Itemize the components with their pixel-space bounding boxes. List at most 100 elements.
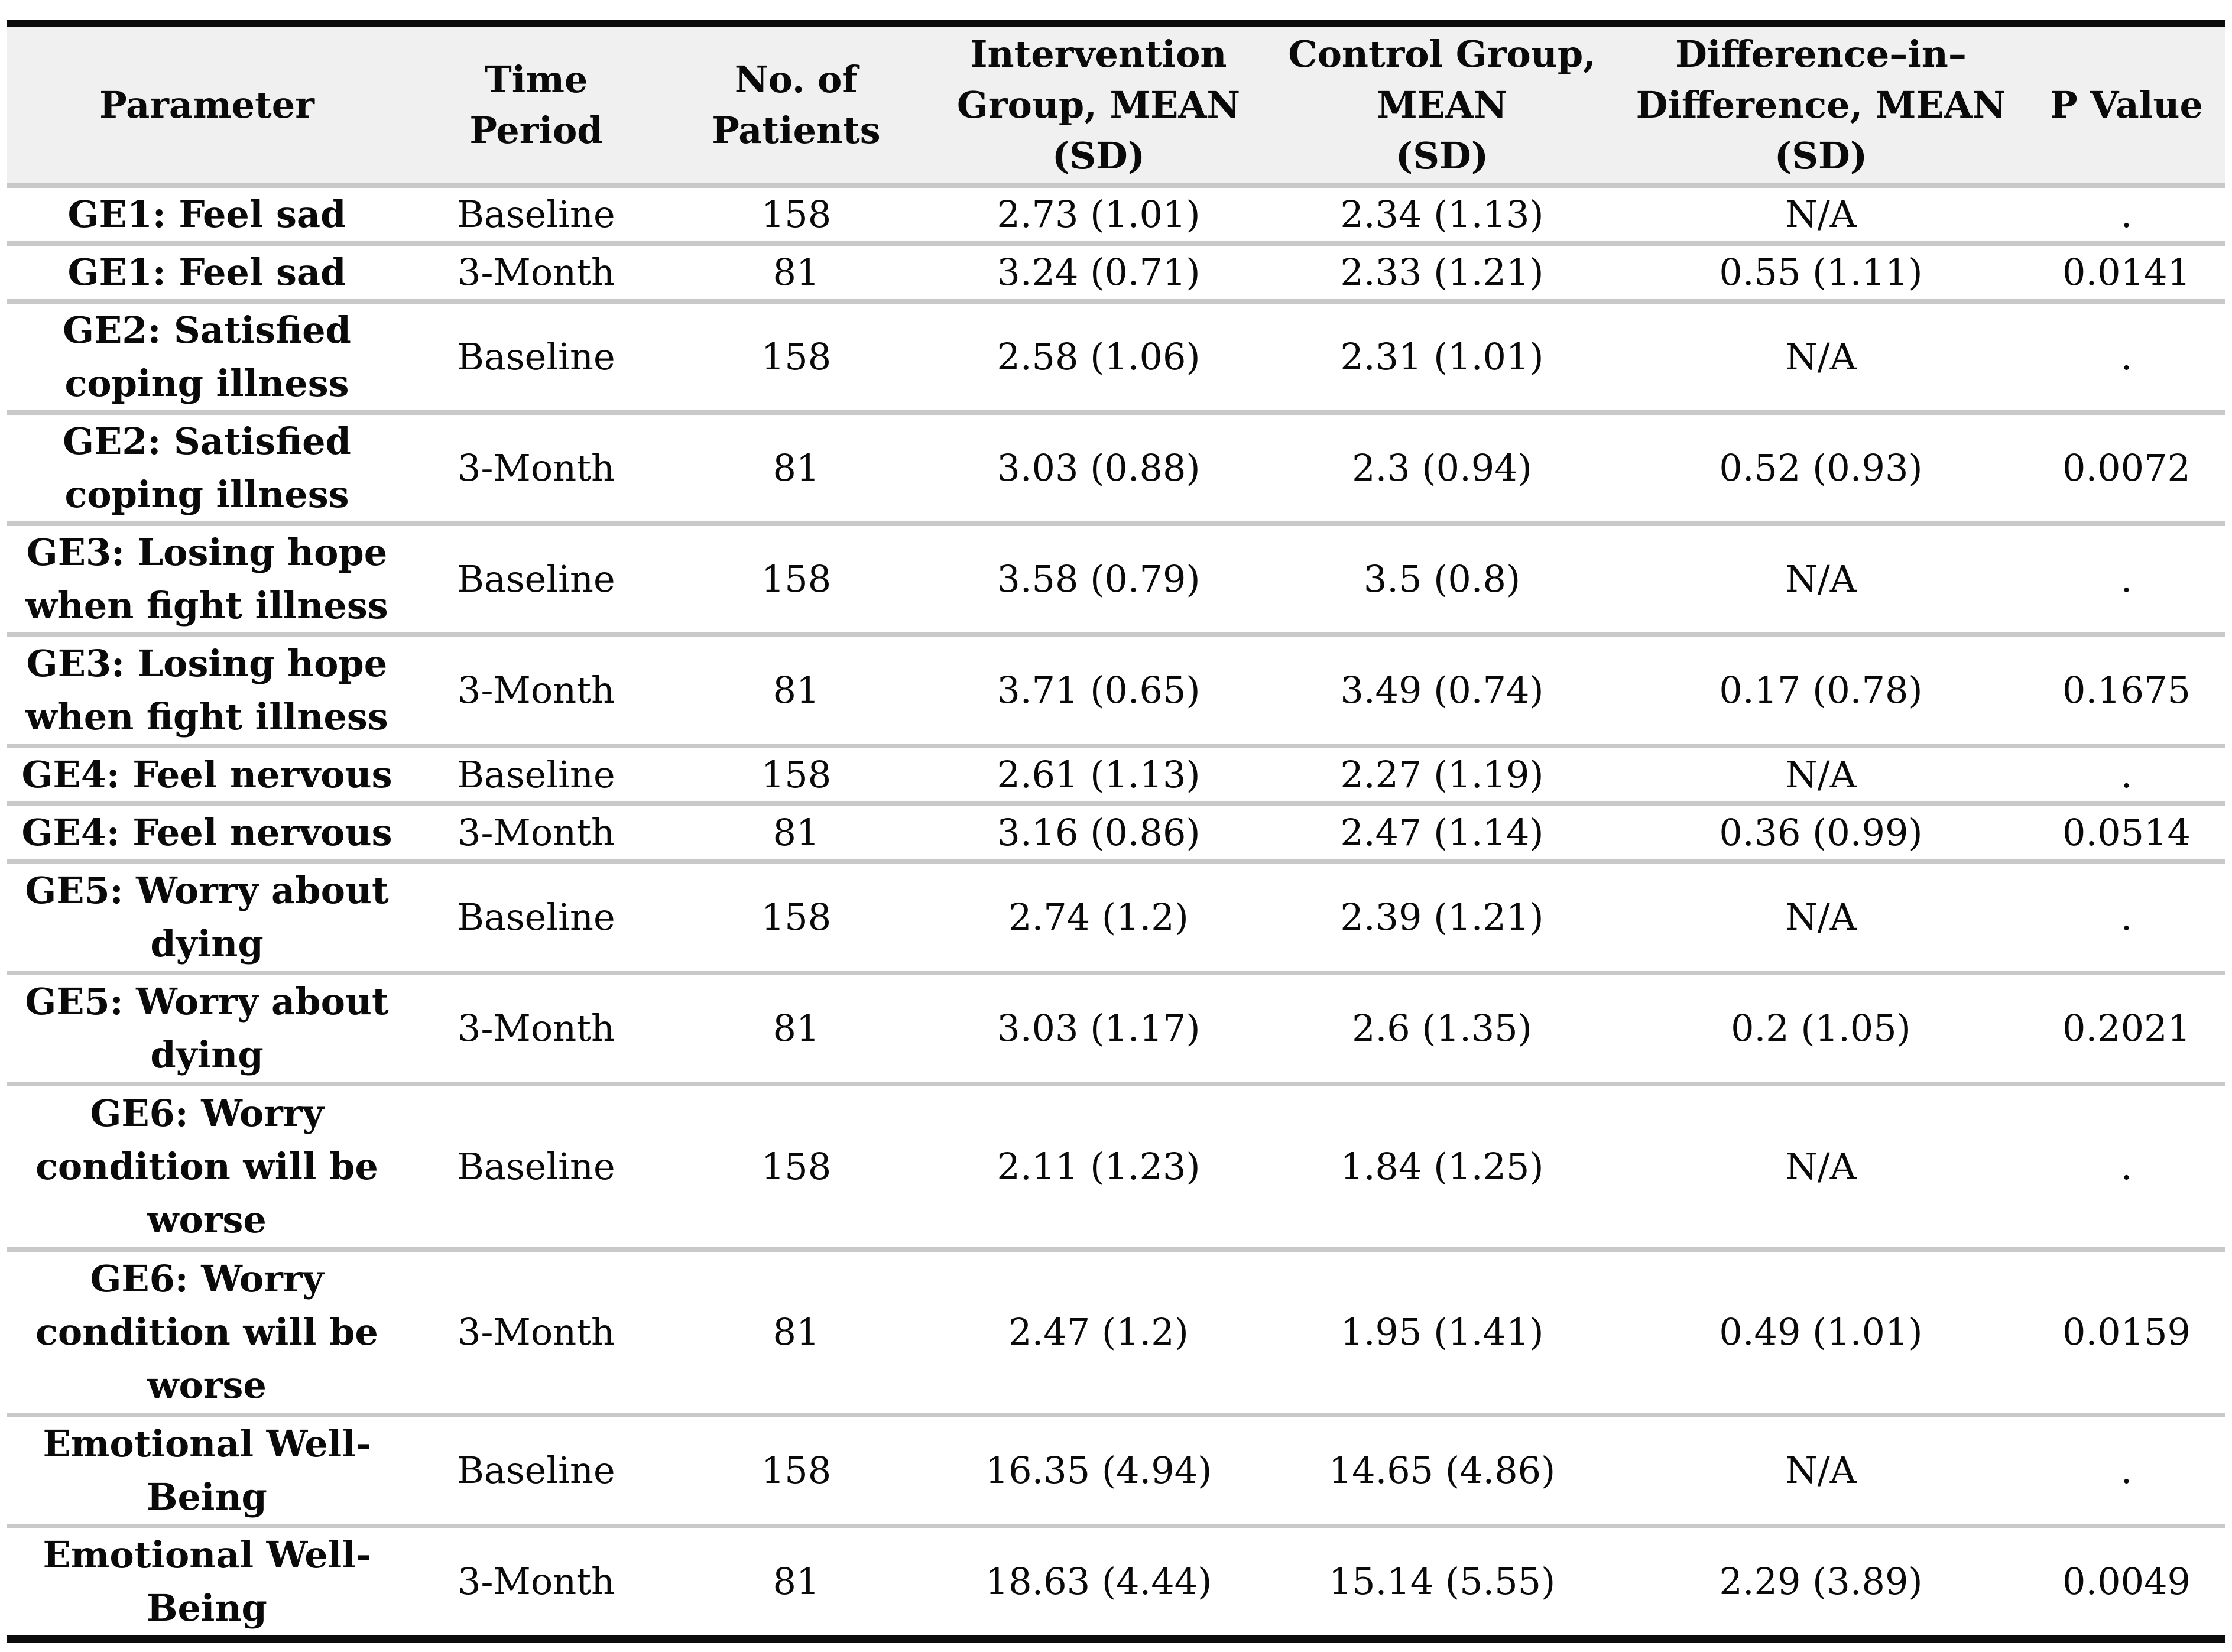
cell-parameter: GE1: Feel sad [7,188,407,246]
table-body: GE1: Feel sad Baseline 158 2.73 (1.01) 2… [7,188,2225,1643]
cell-intervention-mean-sd: 2.73 (1.01) [927,188,1270,246]
cell-no-of-patients: 158 [666,1417,927,1528]
cell-no-of-patients: 158 [666,748,927,806]
cell-control-mean-sd: 1.84 (1.25) [1270,1086,1614,1252]
table-row: GE2: Satisfied coping illness 3-Month 81… [7,415,2225,526]
table-row: GE3: Losing hope when fight illness 3-Mo… [7,637,2225,748]
cell-time-period: Baseline [407,526,666,637]
cell-parameter: Emotional Well- Being [7,1417,407,1528]
table-row: GE1: Feel sad 3-Month 81 3.24 (0.71) 2.3… [7,246,2225,304]
cell-control-mean-sd: 2.27 (1.19) [1270,748,1614,806]
cell-control-mean-sd: 3.49 (0.74) [1270,637,1614,748]
cell-parameter: GE5: Worry about dying [7,864,407,975]
cell-parameter: GE4: Feel nervous [7,748,407,806]
cell-intervention-mean-sd: 18.63 (4.44) [927,1528,1270,1643]
cell-time-period: 3-Month [407,1528,666,1643]
table-row: GE6: Worry condition will be worse 3-Mon… [7,1252,2225,1417]
cell-intervention-mean-sd: 2.61 (1.13) [927,748,1270,806]
column-header-p-value: P Value [2028,20,2225,188]
cell-time-period: Baseline [407,188,666,246]
cell-p-value: 0.2021 [2028,975,2225,1086]
header-row: Parameter Time Period No. of Patients In… [7,20,2225,188]
cell-control-mean-sd: 1.95 (1.41) [1270,1252,1614,1417]
cell-time-period: Baseline [407,1417,666,1528]
cell-difference-mean-sd: 0.52 (0.93) [1614,415,2028,526]
cell-parameter: GE1: Feel sad [7,246,407,304]
cell-time-period: 3-Month [407,1252,666,1417]
table-row: Emotional Well- Being 3-Month 81 18.63 (… [7,1528,2225,1643]
cell-intervention-mean-sd: 3.71 (0.65) [927,637,1270,748]
cell-parameter: GE3: Losing hope when fight illness [7,526,407,637]
cell-difference-mean-sd: 0.36 (0.99) [1614,806,2028,864]
cell-parameter: GE5: Worry about dying [7,975,407,1086]
table-row: GE5: Worry about dying Baseline 158 2.74… [7,864,2225,975]
cell-control-mean-sd: 2.34 (1.13) [1270,188,1614,246]
column-header-no-of-patients: No. of Patients [666,20,927,188]
cell-difference-mean-sd: 2.29 (3.89) [1614,1528,2028,1643]
column-header-control-group: Control Group, MEAN (SD) [1270,20,1614,188]
cell-no-of-patients: 81 [666,806,927,864]
cell-p-value: . [2028,188,2225,246]
cell-no-of-patients: 81 [666,1528,927,1643]
cell-control-mean-sd: 2.39 (1.21) [1270,864,1614,975]
cell-difference-mean-sd: N/A [1614,1417,2028,1528]
cell-p-value: 0.0514 [2028,806,2225,864]
cell-time-period: 3-Month [407,806,666,864]
cell-intervention-mean-sd: 2.58 (1.06) [927,304,1270,415]
cell-control-mean-sd: 15.14 (5.55) [1270,1528,1614,1643]
cell-intervention-mean-sd: 2.74 (1.2) [927,864,1270,975]
cell-time-period: Baseline [407,864,666,975]
cell-difference-mean-sd: N/A [1614,864,2028,975]
cell-p-value: . [2028,1417,2225,1528]
cell-intervention-mean-sd: 3.03 (1.17) [927,975,1270,1086]
cell-p-value: 0.0072 [2028,415,2225,526]
cell-parameter: GE6: Worry condition will be worse [7,1252,407,1417]
cell-p-value: 0.0049 [2028,1528,2225,1643]
cell-parameter: GE2: Satisfied coping illness [7,304,407,415]
cell-intervention-mean-sd: 3.16 (0.86) [927,806,1270,864]
cell-control-mean-sd: 2.33 (1.21) [1270,246,1614,304]
cell-time-period: 3-Month [407,415,666,526]
cell-no-of-patients: 158 [666,864,927,975]
column-header-difference-in-difference: Difference–in– Difference, MEAN (SD) [1614,20,2028,188]
cell-no-of-patients: 81 [666,415,927,526]
table-row: GE5: Worry about dying 3-Month 81 3.03 (… [7,975,2225,1086]
cell-parameter: GE2: Satisfied coping illness [7,415,407,526]
cell-parameter: Emotional Well- Being [7,1528,407,1643]
cell-p-value: . [2028,748,2225,806]
cell-difference-mean-sd: 0.49 (1.01) [1614,1252,2028,1417]
cell-intervention-mean-sd: 2.11 (1.23) [927,1086,1270,1252]
cell-time-period: 3-Month [407,246,666,304]
cell-difference-mean-sd: 0.2 (1.05) [1614,975,2028,1086]
cell-intervention-mean-sd: 2.47 (1.2) [927,1252,1270,1417]
cell-intervention-mean-sd: 3.24 (0.71) [927,246,1270,304]
cell-time-period: 3-Month [407,975,666,1086]
cell-p-value: 0.0141 [2028,246,2225,304]
cell-difference-mean-sd: N/A [1614,304,2028,415]
cell-difference-mean-sd: N/A [1614,748,2028,806]
cell-p-value: 0.0159 [2028,1252,2225,1417]
cell-no-of-patients: 158 [666,188,927,246]
cell-control-mean-sd: 2.3 (0.94) [1270,415,1614,526]
table-row: GE4: Feel nervous Baseline 158 2.61 (1.1… [7,748,2225,806]
cell-parameter: GE4: Feel nervous [7,806,407,864]
table-row: GE2: Satisfied coping illness Baseline 1… [7,304,2225,415]
table-row: Emotional Well- Being Baseline 158 16.35… [7,1417,2225,1528]
cell-difference-mean-sd: N/A [1614,1086,2028,1252]
cell-no-of-patients: 81 [666,637,927,748]
cell-control-mean-sd: 2.6 (1.35) [1270,975,1614,1086]
cell-control-mean-sd: 2.31 (1.01) [1270,304,1614,415]
cell-control-mean-sd: 3.5 (0.8) [1270,526,1614,637]
table-header: Parameter Time Period No. of Patients In… [7,20,2225,188]
cell-p-value: 0.1675 [2028,637,2225,748]
cell-p-value: . [2028,1086,2225,1252]
cell-control-mean-sd: 14.65 (4.86) [1270,1417,1614,1528]
cell-intervention-mean-sd: 16.35 (4.94) [927,1417,1270,1528]
cell-time-period: Baseline [407,748,666,806]
cell-intervention-mean-sd: 3.58 (0.79) [927,526,1270,637]
column-header-intervention-group: Intervention Group, MEAN (SD) [927,20,1270,188]
cell-p-value: . [2028,864,2225,975]
cell-parameter: GE6: Worry condition will be worse [7,1086,407,1252]
cell-no-of-patients: 158 [666,304,927,415]
